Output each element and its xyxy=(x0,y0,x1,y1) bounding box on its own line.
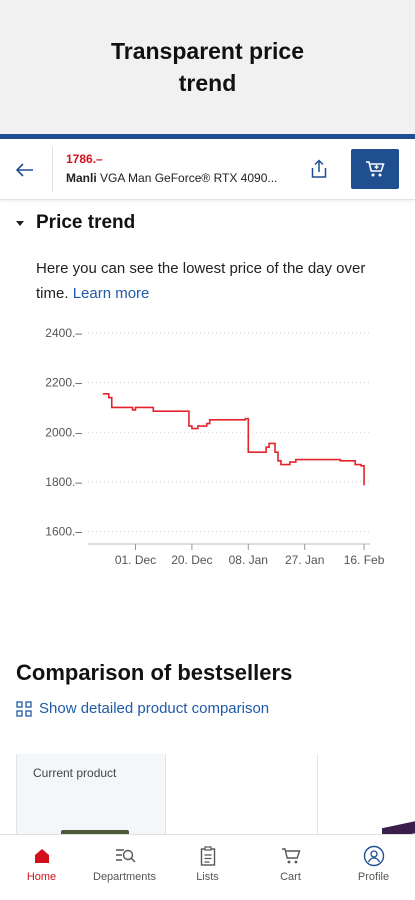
y-tick-label: 1800.– xyxy=(45,475,82,489)
x-tick-label: 08. Jan xyxy=(229,553,268,567)
product-brand: Manli xyxy=(66,171,97,185)
product-topbar: 1786.– Manli VGA Man GeForce® RTX 4090..… xyxy=(0,139,415,200)
tab-label: Cart xyxy=(280,871,301,883)
add-to-cart-button[interactable] xyxy=(351,149,399,189)
tab-label: Profile xyxy=(357,871,390,883)
x-tick-label: 01. Dec xyxy=(115,553,156,567)
share-button[interactable] xyxy=(306,156,332,182)
back-button[interactable] xyxy=(12,157,38,183)
promo-title: Transparent price trend xyxy=(110,38,305,96)
home-icon xyxy=(34,849,49,863)
card-divider xyxy=(317,754,318,836)
product-title: VGA Man GeForce® RTX 4090... xyxy=(100,171,278,185)
tab-label: Departments xyxy=(93,871,156,883)
lists-icon xyxy=(200,846,215,866)
caret-down-icon xyxy=(16,220,24,226)
departments-icon xyxy=(115,849,135,863)
y-tick-label: 2400.– xyxy=(45,326,82,340)
tab-profile[interactable]: Profile xyxy=(332,835,415,900)
grid-icon xyxy=(16,700,32,717)
profile-icon xyxy=(363,845,384,867)
comparison-title: Comparison of bestsellers xyxy=(16,660,293,685)
tab-cart[interactable]: Cart xyxy=(249,835,332,900)
arrow-left-icon xyxy=(16,163,33,177)
x-tick-label: 16. Feb xyxy=(344,553,385,567)
price-trend-chart: 1600.– 1800.– 2000.– 2200.– 2400.– 01. Dec 20.… xyxy=(45,326,385,567)
tab-label: Home xyxy=(26,871,57,883)
cart-icon xyxy=(281,848,300,864)
tab-home[interactable]: Home xyxy=(0,835,83,900)
price-line xyxy=(102,392,365,486)
share-icon xyxy=(311,159,327,178)
learn-more-link[interactable]: Learn more xyxy=(72,285,150,302)
accent-bar xyxy=(0,134,415,139)
tab-label: Lists xyxy=(196,871,219,883)
cart-icon xyxy=(366,161,385,177)
price-trend-description: Here you can see the lowest price of the… xyxy=(36,256,376,306)
product-name[interactable]: Manli VGA Man GeForce® RTX 4090... xyxy=(66,171,288,185)
current-product-card[interactable]: Current product xyxy=(16,754,166,836)
x-tick-label: 20. Dec xyxy=(171,553,212,567)
y-tick-label: 2000.– xyxy=(45,425,82,439)
bottom-tab-bar: Home Departments Lists Cart Profile xyxy=(0,834,415,900)
product-image xyxy=(61,830,129,836)
show-comparison-link[interactable]: Show detailed product comparison xyxy=(16,700,269,717)
x-tick-label: 27. Jan xyxy=(285,553,324,567)
comparison-cards: Current product xyxy=(16,754,415,841)
tab-lists[interactable]: Lists xyxy=(166,835,249,900)
show-comparison-label: Show detailed product comparison xyxy=(39,700,270,717)
description-text: Here you can see the lowest price of the… xyxy=(36,260,366,302)
product-price: 1786.– xyxy=(66,152,103,166)
topbar-divider xyxy=(52,147,53,192)
current-product-label: Current product xyxy=(33,766,117,780)
price-trend-heading: Price trend xyxy=(36,212,136,233)
tab-departments[interactable]: Departments xyxy=(83,835,166,900)
price-trend-toggle[interactable]: Price trend xyxy=(16,212,135,234)
y-tick-label: 2200.– xyxy=(45,376,82,390)
y-tick-label: 1600.– xyxy=(45,525,82,539)
promo-banner: Transparent price trend xyxy=(0,0,415,134)
